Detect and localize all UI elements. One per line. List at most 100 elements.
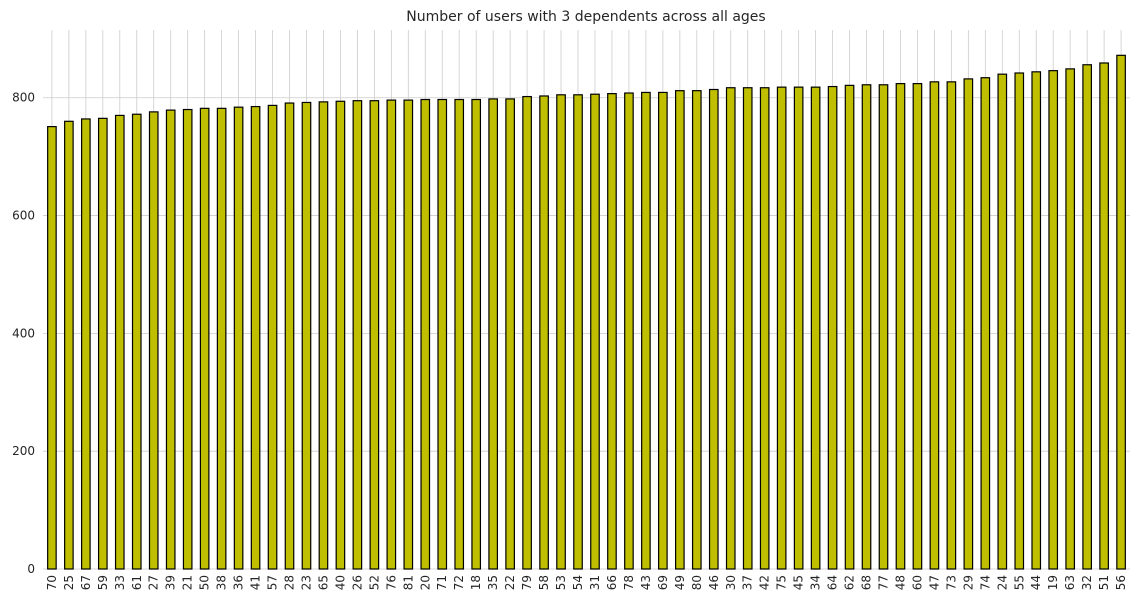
x-tick-label: 25 [62,575,76,590]
x-tick-label: 60 [910,575,924,590]
bar-age-19 [1048,70,1059,570]
x-tick-label: 47 [927,575,941,590]
bar-age-57 [267,104,278,570]
x-tick-label: 52 [367,575,381,590]
x-tick-label: 23 [299,575,313,590]
x-tick-label: 63 [1063,575,1077,590]
x-tick-label: 79 [520,575,534,590]
bar-age-27 [148,111,159,570]
x-tick-label: 41 [249,575,263,590]
y-tick-label: 0 [27,562,35,576]
bar-age-48 [895,83,906,570]
x-tick-label: 31 [588,575,602,590]
x-tick-label: 48 [893,575,907,590]
x-tick-label: 49 [673,575,687,590]
x-tick-label: 36 [232,575,246,590]
y-tick-label: 400 [12,326,35,340]
bar-age-26 [352,100,363,570]
y-tick-label: 200 [12,444,35,458]
x-tick-label: 42 [758,575,772,590]
bar-age-65 [318,101,329,570]
bar-age-54 [573,94,583,570]
bar-age-44 [1031,71,1042,570]
bar-age-45 [793,86,804,570]
x-tick-label: 51 [1097,575,1111,590]
bar-age-56 [1116,54,1126,570]
bar-age-70 [47,126,57,570]
x-tick-label: 50 [198,575,212,590]
bar-age-24 [997,73,1008,570]
bar-age-23 [301,101,312,570]
x-tick-label: 43 [639,575,653,590]
bar-age-35 [488,98,499,570]
bar-age-67 [81,118,91,570]
x-tick-label: 24 [995,575,1009,590]
bar-age-29 [963,78,974,570]
x-tick-label: 55 [1012,575,1026,590]
x-tick-label: 67 [79,575,93,590]
bar-age-69 [658,91,668,570]
x-tick-label: 38 [215,575,229,590]
bar-age-36 [233,106,244,570]
x-tick-label: 45 [792,575,806,590]
x-tick-label: 59 [96,575,110,590]
x-tick-label: 33 [113,575,127,590]
bar-age-51 [1099,62,1109,570]
bar-age-74 [980,77,991,570]
x-tick-label: 57 [266,575,280,590]
bar-age-77 [878,84,889,570]
bar-age-33 [114,114,125,570]
bar-age-28 [284,102,295,570]
x-tick-label: 78 [622,575,636,590]
bar-age-79 [522,95,532,570]
bar-age-64 [827,85,838,570]
x-tick-label: 76 [384,575,398,590]
bar-age-78 [624,92,634,570]
bar-age-68 [861,84,872,570]
x-tick-label: 62 [843,575,857,590]
x-tick-label: 66 [605,575,619,590]
x-tick-label: 64 [826,575,840,590]
bar-age-49 [674,90,685,570]
bar-age-31 [590,93,600,570]
x-tick-label: 22 [503,575,517,590]
bar-age-43 [641,91,651,570]
bar-age-75 [776,86,787,570]
x-tick-label: 70 [45,575,59,590]
bar-age-40 [335,100,346,570]
bar-age-22 [505,98,515,570]
x-tick-label: 39 [164,575,178,590]
x-tick-label: 68 [860,575,874,590]
bar-age-30 [725,87,736,570]
x-tick-label: 18 [469,575,483,590]
x-tick-label: 20 [418,575,432,590]
bar-age-71 [437,98,448,570]
x-tick-label: 28 [283,575,297,590]
bar-layer [47,54,1126,570]
x-tick-label: 30 [724,575,738,590]
bar-age-61 [131,113,142,570]
x-tick-label: 74 [978,575,992,590]
x-tick-label: 40 [333,575,347,590]
bar-age-37 [742,87,753,570]
x-tick-label: 58 [537,575,551,590]
x-tick-label: 21 [181,575,195,590]
y-axis: 0 200 400 600 800 [12,91,35,576]
x-tick-label: 29 [961,575,975,590]
bar-age-62 [844,84,855,570]
x-tick-label: 71 [435,575,449,590]
x-tick-label: 72 [452,575,466,590]
x-tick-label: 46 [707,575,721,590]
bar-age-81 [403,99,414,570]
bar-age-38 [216,107,227,570]
bar-age-55 [1014,72,1025,570]
bar-age-73 [946,81,957,570]
x-tick-label: 69 [656,575,670,590]
bar-age-47 [929,81,940,570]
bar-age-21 [182,108,193,570]
bar-age-34 [810,86,821,570]
bar-age-66 [607,93,617,570]
x-tick-label: 75 [775,575,789,590]
